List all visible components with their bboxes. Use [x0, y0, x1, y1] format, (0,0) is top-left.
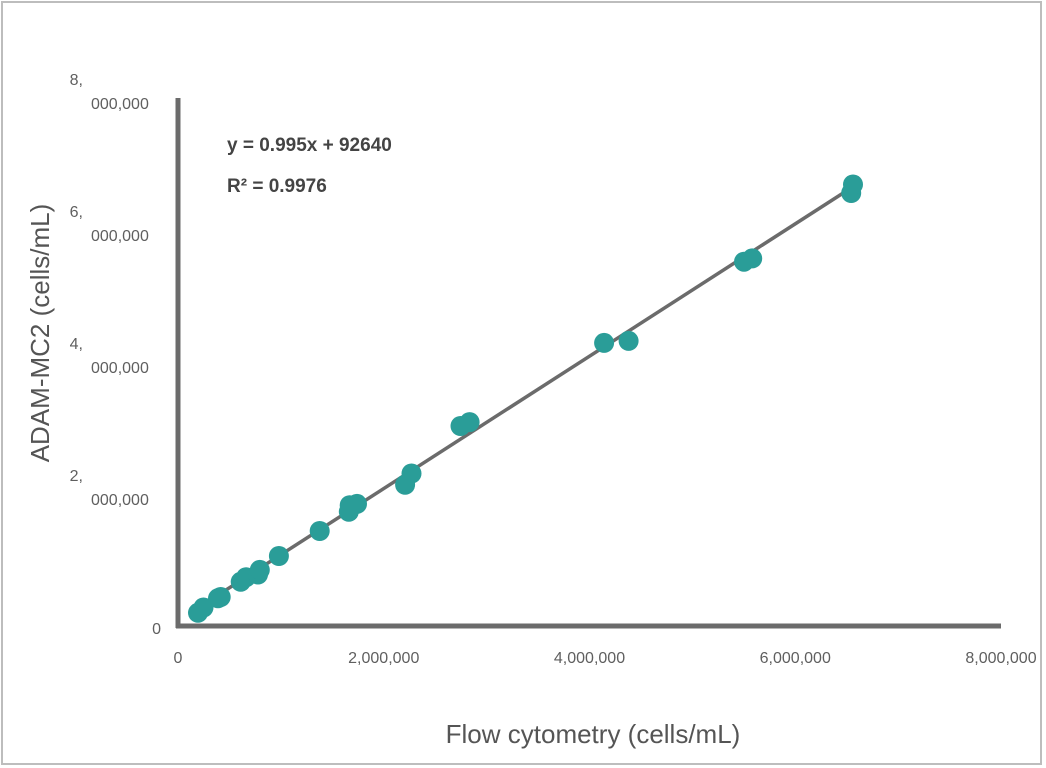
data-point [210, 587, 231, 607]
y-tick-label-tail: 000,000 [91, 492, 149, 509]
x-tick-label: 4,000,000 [554, 650, 625, 667]
y-tick-label-head: 8, [70, 72, 83, 89]
data-point [193, 597, 214, 618]
x-axis-title: Flow cytometry (cells/mL) [446, 719, 741, 749]
y-tick-label-tail: 000,000 [91, 360, 149, 377]
y-tick-label-tail: 000,000 [91, 228, 149, 245]
data-point [347, 493, 367, 514]
y-tick-label-head: 4, [70, 336, 83, 353]
data-point [594, 332, 615, 353]
r-squared-label: R² = 0.9976 [227, 176, 327, 197]
x-tick-label: 8,000,000 [965, 650, 1036, 667]
data-point [249, 559, 270, 580]
y-tick-label-tail: 000,000 [91, 96, 149, 113]
data-point [268, 546, 289, 566]
data-point [618, 330, 639, 351]
data-point [843, 174, 863, 195]
trendline-equation: y = 0.995x + 92640 [227, 135, 392, 156]
y-tick-label-head: 2, [70, 468, 83, 485]
data-point [401, 463, 422, 484]
x-tick-label: 6,000,000 [760, 650, 831, 667]
x-tick-label: 2,000,000 [348, 650, 419, 667]
data-point [459, 412, 480, 433]
scatter-chart: 0 2,000,000 4,000,000 6,000,000 8,000,000 02… [25, 72, 1037, 749]
y-tick-label: 0 [152, 621, 161, 638]
y-tick-label-head: 6, [70, 204, 83, 221]
data-point [742, 248, 763, 269]
data-point [309, 521, 330, 541]
x-tick-label: 0 [174, 650, 183, 667]
y-axis-title: ADAM-MC2 (cells/mL) [25, 204, 55, 463]
